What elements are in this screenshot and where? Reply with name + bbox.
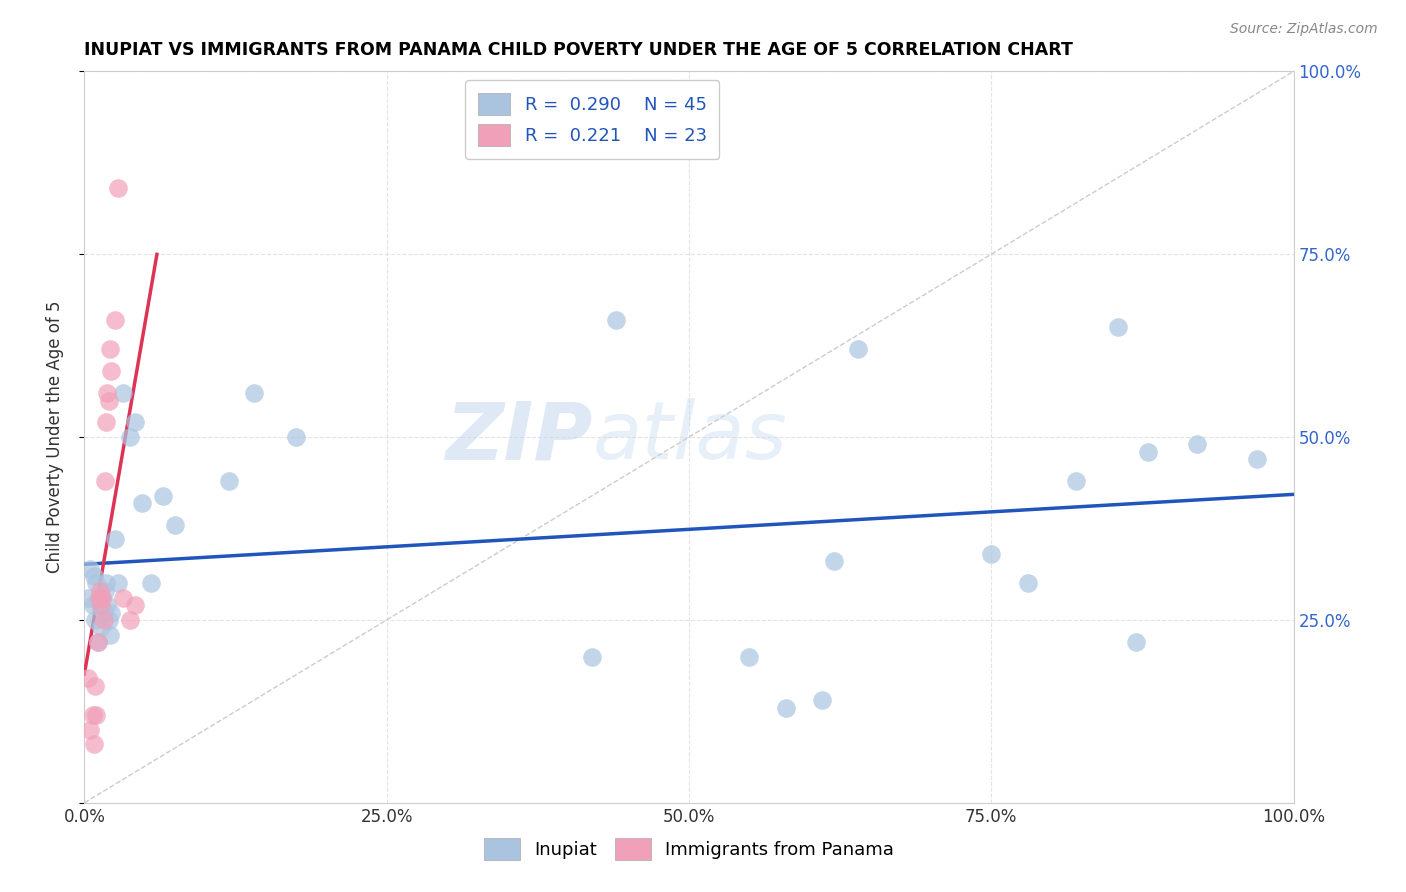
Point	[96, 599, 118, 613]
Point	[89, 583, 111, 598]
Point	[581, 649, 603, 664]
Point	[811, 693, 834, 707]
Point	[846, 343, 869, 357]
Point	[89, 599, 111, 613]
Point	[152, 489, 174, 503]
Y-axis label: Child Poverty Under the Age of 5: Child Poverty Under the Age of 5	[45, 301, 63, 574]
Point	[94, 416, 117, 430]
Point	[1125, 635, 1147, 649]
Point	[120, 613, 142, 627]
Point	[79, 562, 101, 576]
Point	[124, 599, 146, 613]
Legend: Inupiat, Immigrants from Panama: Inupiat, Immigrants from Panama	[477, 830, 901, 867]
Text: ZIP: ZIP	[444, 398, 592, 476]
Text: INUPIAT VS IMMIGRANTS FROM PANAMA CHILD POVERTY UNDER THE AGE OF 5 CORRELATION C: INUPIAT VS IMMIGRANTS FROM PANAMA CHILD …	[84, 41, 1073, 59]
Point	[77, 672, 100, 686]
Point	[100, 364, 122, 378]
Point	[1137, 444, 1160, 458]
Point	[112, 386, 135, 401]
Point	[1246, 452, 1268, 467]
Point	[79, 723, 101, 737]
Text: atlas: atlas	[592, 398, 787, 476]
Point	[104, 533, 127, 547]
Point	[120, 430, 142, 444]
Point	[91, 591, 114, 605]
Point	[738, 649, 761, 664]
Point	[124, 416, 146, 430]
Point	[97, 613, 120, 627]
Point	[87, 591, 110, 605]
Point	[94, 474, 117, 488]
Point	[139, 576, 162, 591]
Point	[83, 737, 105, 751]
Point	[284, 430, 308, 444]
Point	[84, 679, 107, 693]
Point	[86, 576, 108, 591]
Point	[1185, 437, 1208, 451]
Point	[107, 181, 129, 195]
Point	[82, 708, 104, 723]
Point	[1107, 320, 1129, 334]
Point	[605, 313, 627, 327]
Point	[90, 620, 112, 634]
Point	[775, 700, 797, 714]
Point	[83, 569, 105, 583]
Point	[93, 613, 115, 627]
Point	[93, 606, 115, 620]
Point	[97, 393, 120, 408]
Point	[87, 591, 110, 605]
Point	[823, 554, 845, 568]
Point	[98, 343, 121, 357]
Point	[86, 708, 108, 723]
Point	[165, 517, 187, 532]
Point	[96, 386, 118, 401]
Point	[104, 313, 127, 327]
Point	[112, 591, 135, 605]
Point	[242, 386, 264, 401]
Point	[84, 613, 107, 627]
Point	[94, 576, 117, 591]
Point	[77, 591, 100, 605]
Point	[86, 635, 108, 649]
Point	[1064, 474, 1087, 488]
Point	[90, 599, 112, 613]
Point	[94, 583, 117, 598]
Point	[1017, 576, 1039, 591]
Point	[100, 606, 122, 620]
Point	[82, 599, 104, 613]
Point	[980, 547, 1002, 561]
Point	[91, 591, 114, 605]
Text: Source: ZipAtlas.com: Source: ZipAtlas.com	[1230, 22, 1378, 37]
Point	[86, 635, 108, 649]
Point	[107, 576, 129, 591]
Point	[131, 496, 153, 510]
Point	[218, 474, 240, 488]
Point	[98, 627, 121, 641]
